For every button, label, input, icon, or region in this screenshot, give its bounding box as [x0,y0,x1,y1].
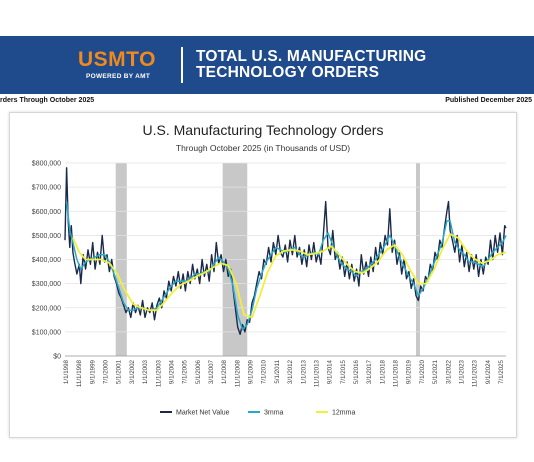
series-12mma [72,233,507,319]
x-tick-label: 7/1/2000 [103,359,110,384]
x-tick-label: 3/1/2017 [366,359,373,384]
x-tick-label: 5/1/2006 [195,359,202,384]
x-tick-label: 1/1/1998 [63,359,70,384]
x-tick-label: 5/1/2021 [432,359,439,384]
x-tick-label: 7/1/2015 [340,359,347,384]
x-tick-label: 5/1/2001 [116,359,123,384]
x-tick-label: 3/1/2002 [129,359,136,384]
x-tick-label: 11/1/2003 [155,359,162,387]
x-tick-label: 7/1/2005 [182,359,189,384]
y-tick-label: $800,000 [32,161,61,168]
report-title: TOTAL U.S. MANUFACTURING TECHNOLOGY ORDE… [196,49,526,81]
x-tick-label: 3/1/2007 [208,359,215,384]
legend-label-0: Market Net Value [176,410,230,417]
x-tick-label: 7/1/2010 [261,359,268,384]
orders-chart: U.S. Manufacturing Technology Orders Thr… [32,122,507,417]
x-tick-label: 11/1/1998 [76,359,83,387]
x-tick-label: 9/1/2019 [406,359,413,384]
y-tick-label: $0 [53,354,61,361]
chart-title: U.S. Manufacturing Technology Orders [143,122,384,138]
x-tick-label: 1/1/2013 [300,359,307,384]
legend-label-2: 12mma [332,410,355,417]
x-tick-label: 7/1/2020 [419,359,426,384]
x-tick-label: 11/1/2008 [234,359,241,387]
y-tick-label: $600,000 [32,209,61,216]
header-banner: USMTO POWERED BY AMT TOTAL U.S. MANUFACT… [0,36,534,94]
x-tick-label: 1/1/2023 [458,359,465,384]
legend-label-1: 3mma [264,410,284,417]
x-tick-label: 1/1/2018 [379,359,386,384]
usmto-logo: USMTO POWERED BY AMT [78,48,170,88]
published-note: Published December 2025 [445,97,532,104]
x-tick-label: 9/1/2004 [168,359,175,384]
chart-subtitle: Through October 2025 (in Thousands of US… [176,143,350,153]
series-lines [64,167,507,335]
x-tick-label: 9/1/2009 [248,359,255,384]
x-tick-label: 11/1/2013 [313,359,320,387]
x-tick-label: 5/1/2016 [353,359,360,384]
x-tick-label: 1/1/2008 [221,359,228,384]
gridlines [65,162,506,357]
y-tick-label: $200,000 [32,305,61,312]
y-tick-label: $300,000 [32,281,61,288]
x-tick-label: 11/1/2018 [393,359,400,387]
header-divider [181,47,183,83]
y-tick-label: $500,000 [32,233,61,240]
y-tick-label: $700,000 [32,185,61,192]
x-tick-label: 1/1/2003 [142,359,149,384]
y-tick-label: $400,000 [32,257,61,264]
x-tick-label: 9/1/2014 [327,359,334,384]
logo-subtext: POWERED BY AMT [86,73,151,80]
y-tick-label: $100,000 [32,329,61,336]
x-tick-label: 9/1/2024 [485,359,492,384]
report-title-line2: TECHNOLOGY ORDERS [196,64,380,81]
series-3mma [65,201,507,331]
y-axis-labels: $0 $100,000 $200,000 $300,000 $400,000 $500,0… [32,161,61,361]
x-axis-labels: 1/1/1998 11/1/1998 9/1/1999 7/1/2000 5/1/200… [63,359,505,387]
report-title-line1: TOTAL U.S. MANUFACTURING [196,48,427,65]
x-tick-label: 3/1/2012 [287,359,294,384]
x-tick-label: 3/1/2022 [445,359,452,384]
x-tick-label: 9/1/1999 [89,359,96,384]
x-tick-label: 7/1/2025 [498,359,505,384]
legend: Market Net Value 3mma 12mma [160,410,355,417]
chart-panel: U.S. Manufacturing Technology Orders Thr… [9,112,517,438]
x-tick-label: 11/1/2023 [472,359,479,387]
orders-through-note: rders Through October 2025 [0,97,95,104]
logo-text: USMTO [78,48,156,71]
x-tick-label: 5/1/2011 [274,359,281,383]
